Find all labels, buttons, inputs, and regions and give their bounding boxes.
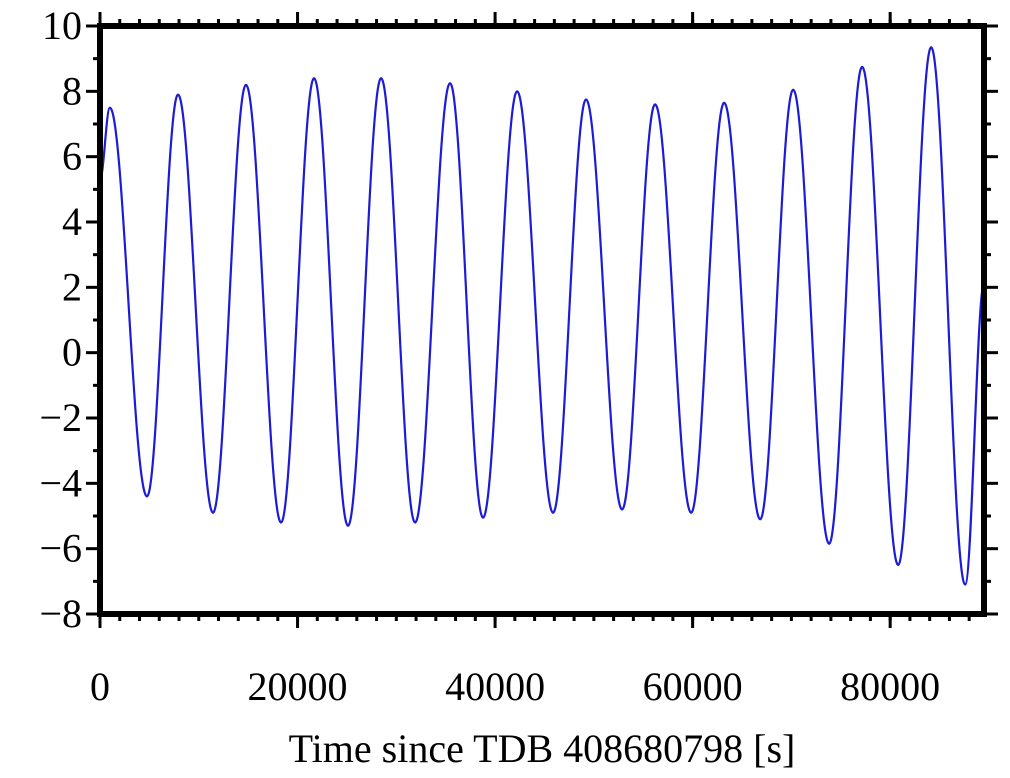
y-tick-label: 8 [62, 68, 82, 113]
y-tick-label: −6 [39, 526, 82, 571]
x-axis-label: Time since TDB 408680798 [s] [289, 726, 796, 771]
y-tick-label: 6 [62, 134, 82, 179]
y-tick-label: −2 [39, 395, 82, 440]
y-tick-label: 2 [62, 264, 82, 309]
x-tick-label: 60000 [643, 664, 743, 709]
x-tick-label: 80000 [840, 664, 940, 709]
x-tick-label: 0 [90, 664, 110, 709]
y-tick-label: 4 [62, 199, 82, 244]
y-tick-label: −4 [39, 460, 82, 505]
plot-frame [97, 23, 987, 617]
y-tick-label: 0 [62, 330, 82, 375]
y-tick-label: −8 [39, 591, 82, 636]
data-line [100, 46, 984, 586]
x-tick-label: 40000 [445, 664, 545, 709]
y-tick-label: 10 [42, 3, 82, 48]
x-tick-label: 20000 [248, 664, 348, 709]
